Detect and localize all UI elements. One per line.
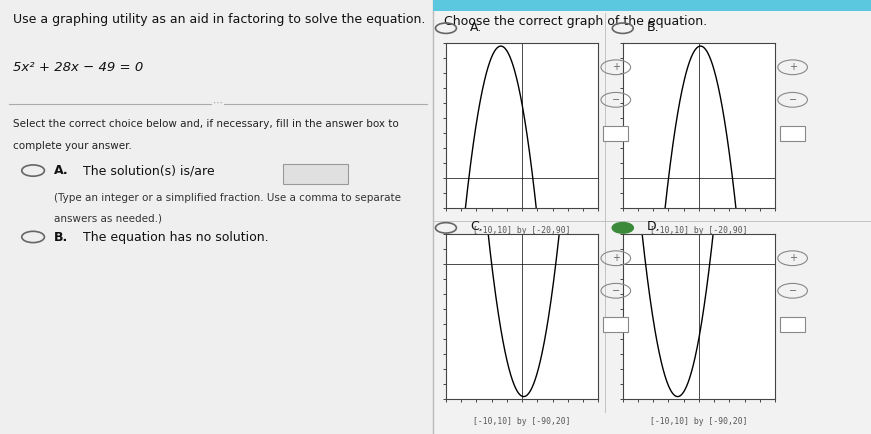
Text: +: + [611,253,620,263]
FancyBboxPatch shape [283,164,348,184]
Text: ⧉: ⧉ [790,318,795,329]
Text: (Type an integer or a simplified fraction. Use a comma to separate: (Type an integer or a simplified fractio… [54,193,401,203]
Text: ⋯: ⋯ [213,98,223,108]
Text: [-10,10] by [-20,90]: [-10,10] by [-20,90] [651,226,747,235]
Text: −: − [611,286,620,296]
Text: [-10,10] by [-90,20]: [-10,10] by [-90,20] [651,417,747,426]
Text: Select the correct choice below and, if necessary, fill in the answer box to: Select the correct choice below and, if … [13,119,399,129]
Text: A.: A. [54,164,69,177]
Text: ⧉: ⧉ [613,127,618,138]
Text: ⧉: ⧉ [613,318,618,329]
Text: with Xscl=2 and Yscl=10: with Xscl=2 and Yscl=10 [469,245,576,254]
Text: −: − [788,95,797,105]
Text: +: + [611,62,620,72]
Text: A.: A. [470,21,483,34]
Text: complete your answer.: complete your answer. [13,141,132,151]
Text: +: + [788,62,797,72]
Text: answers as needed.): answers as needed.) [54,214,162,224]
Text: [-10,10] by [-20,90]: [-10,10] by [-20,90] [474,226,571,235]
Text: with Xscl=2 and Yscl=: with Xscl=2 and Yscl= [651,245,747,254]
Text: −: − [788,286,797,296]
Text: 5x² + 28x − 49 = 0: 5x² + 28x − 49 = 0 [13,61,144,74]
Text: Choose the correct graph of the equation.: Choose the correct graph of the equation… [444,15,707,28]
Text: C.: C. [470,220,483,233]
Text: ⧉: ⧉ [790,127,795,138]
Text: +: + [788,253,797,263]
FancyBboxPatch shape [0,0,433,434]
Text: D.: D. [647,220,661,233]
Text: The equation has no solution.: The equation has no solution. [83,231,268,244]
Text: [-10,10] by [-90,20]: [-10,10] by [-90,20] [474,417,571,426]
FancyBboxPatch shape [433,0,871,11]
Text: Use a graphing utility as an aid in factoring to solve the equation.: Use a graphing utility as an aid in fact… [13,13,425,26]
Text: −: − [611,95,620,105]
Text: The solution(s) is/are: The solution(s) is/are [83,164,214,177]
Text: B.: B. [647,21,659,34]
Text: ✓: ✓ [620,223,627,231]
Text: B.: B. [54,231,68,244]
FancyBboxPatch shape [433,0,871,434]
